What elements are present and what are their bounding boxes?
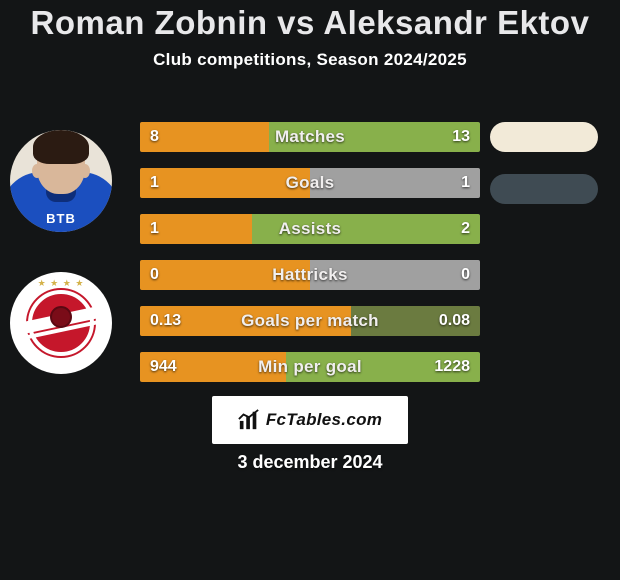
stat-value-right: 2 xyxy=(451,214,480,244)
date-text: 3 december 2024 xyxy=(0,452,620,473)
stat-row: Goals1 1 xyxy=(140,168,480,198)
stat-row: Matches8 13 xyxy=(140,122,480,152)
stat-row: Hattricks0 0 xyxy=(140,260,480,290)
brand-text: FcTables.com xyxy=(266,410,382,430)
stat-value-right: 1 xyxy=(451,168,480,198)
badge-bottom xyxy=(490,174,598,204)
brand-badge: FcTables.com xyxy=(212,396,408,444)
stat-label: Matches xyxy=(140,122,480,152)
crest-stars: ★ ★ ★ ★ xyxy=(38,278,85,289)
avatars-column: BTB ★ ★ ★ ★ xyxy=(10,120,130,414)
stat-label: Assists xyxy=(140,214,480,244)
chart-icon xyxy=(238,409,260,431)
subtitle: Club competitions, Season 2024/2025 xyxy=(0,50,620,70)
stat-label: Hattricks xyxy=(140,260,480,290)
stat-value-right: 0.08 xyxy=(429,306,480,336)
stat-value-left: 1 xyxy=(140,168,169,198)
player-avatar: BTB xyxy=(10,130,112,232)
stat-value-left: 0.13 xyxy=(140,306,191,336)
player-sponsor-text: BTB xyxy=(46,211,76,226)
stat-row: Goals per match0.130.08 xyxy=(140,306,480,336)
stat-value-right: 0 xyxy=(451,260,480,290)
stat-value-left: 8 xyxy=(140,122,169,152)
stat-row: Assists1 2 xyxy=(140,214,480,244)
right-badges xyxy=(490,122,600,226)
stat-value-left: 944 xyxy=(140,352,187,382)
stats-list: Matches813Goals11Assists12Hattricks00Goa… xyxy=(140,122,480,398)
stat-row: Min per goal9441228 xyxy=(140,352,480,382)
stat-value-left: 0 xyxy=(140,260,169,290)
team-crest: ★ ★ ★ ★ xyxy=(10,272,112,374)
stat-value-left: 1 xyxy=(140,214,169,244)
page-title: Roman Zobnin vs Aleksandr Ektov xyxy=(0,0,620,42)
stat-value-right: 13 xyxy=(442,122,480,152)
badge-top xyxy=(490,122,598,152)
stat-value-right: 1228 xyxy=(424,352,480,382)
stat-label: Goals xyxy=(140,168,480,198)
